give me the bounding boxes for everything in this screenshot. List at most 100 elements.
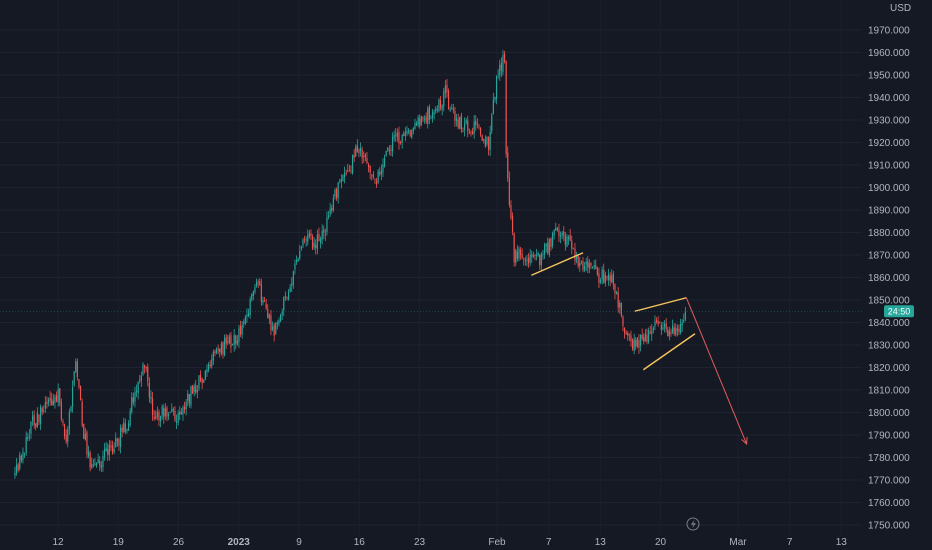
candle-body <box>406 130 408 134</box>
candle-body <box>457 119 459 128</box>
candle-body <box>92 465 94 467</box>
candle-body <box>449 108 451 111</box>
candle-body <box>579 262 581 267</box>
candle-body <box>436 109 438 110</box>
candle-body <box>211 359 213 367</box>
candle-body <box>513 233 515 263</box>
candle-body <box>279 314 282 322</box>
candle-body <box>15 464 18 474</box>
candle-body <box>443 91 445 107</box>
candle-body <box>207 364 210 371</box>
candle-body <box>275 323 277 334</box>
candle-body <box>182 407 184 415</box>
candle-body <box>359 147 362 152</box>
candle-body <box>395 134 397 136</box>
candle-body <box>156 412 158 418</box>
candle-body <box>118 439 120 446</box>
candle-body <box>209 364 211 366</box>
candle-body <box>572 248 574 250</box>
candle-body <box>188 393 190 404</box>
candle-body <box>479 128 482 135</box>
candle-body <box>196 390 198 393</box>
candle-body <box>582 261 584 270</box>
candle-body <box>438 99 440 111</box>
candle-body <box>164 408 166 416</box>
candle-body <box>558 229 560 237</box>
candle-body <box>585 261 587 265</box>
candle-body <box>462 130 464 132</box>
candle-body <box>636 338 638 347</box>
candle-body <box>39 406 42 425</box>
candle-body <box>30 422 32 434</box>
candle-body <box>475 121 477 126</box>
y-tick-label: 1860.000 <box>868 273 910 284</box>
candle-body <box>179 411 181 415</box>
candle-body <box>467 120 469 132</box>
candle-body <box>52 400 54 406</box>
candle-body <box>33 414 35 426</box>
candle-body <box>44 402 46 409</box>
candle-body <box>167 414 170 416</box>
candle-body <box>263 300 266 302</box>
candle-body <box>388 149 390 151</box>
candle-body <box>470 132 472 134</box>
candle-body <box>383 157 386 167</box>
candle-body <box>14 472 16 476</box>
candle-body <box>94 463 96 466</box>
candle-body <box>220 343 222 354</box>
y-tick-label: 1880.000 <box>868 228 910 239</box>
candle-body <box>540 253 542 266</box>
candle-body <box>566 236 568 247</box>
candle-body <box>225 337 227 344</box>
y-tick-label: 1900.000 <box>868 183 910 194</box>
candle-body <box>625 332 627 334</box>
candle-body <box>287 291 290 300</box>
candle-body <box>251 293 253 300</box>
drawings[interactable] <box>531 252 748 446</box>
candle-body <box>524 259 526 261</box>
candle-body <box>675 327 677 336</box>
y-tick-label: 1780.000 <box>868 453 910 464</box>
candle-body <box>446 84 448 93</box>
candle-body <box>111 445 114 454</box>
candle-body <box>35 423 37 428</box>
lightning-icon[interactable] <box>686 517 700 531</box>
candle-body <box>124 423 126 432</box>
y-tick-label: 1770.000 <box>868 476 910 487</box>
candle-body <box>412 128 414 131</box>
candle-body <box>537 252 539 256</box>
candle-body <box>95 462 98 466</box>
y-tick-label: 1840.000 <box>868 318 910 329</box>
candle-body <box>620 303 622 316</box>
candle-body <box>113 448 115 452</box>
candle-body <box>243 321 245 324</box>
candle-body <box>134 392 136 402</box>
candle-body <box>398 131 400 144</box>
candle-body <box>681 322 683 326</box>
candle-body <box>151 398 154 415</box>
x-axis[interactable]: 12 19 26 2023 9 16 23 Feb 7 13 20 Mar 7 13 <box>52 537 847 548</box>
candle-body <box>481 135 483 141</box>
candle-body <box>463 123 466 130</box>
candle-body <box>676 328 678 331</box>
candle-body <box>177 412 179 423</box>
candle-body <box>332 197 334 211</box>
candle-body <box>577 255 579 267</box>
candle-body <box>331 208 333 211</box>
candle-body <box>233 334 235 346</box>
candle-body <box>84 434 86 441</box>
candle-body <box>455 118 458 122</box>
candle-body <box>185 402 187 410</box>
candle-body <box>486 136 488 145</box>
candle-body <box>235 335 237 344</box>
candle-body <box>87 451 90 457</box>
candle-body <box>270 315 272 331</box>
candle-body <box>553 229 555 236</box>
candle-body <box>468 132 470 134</box>
candle-body <box>403 133 405 137</box>
candle-body <box>247 313 250 317</box>
y-axis[interactable]: USD 1750.000 1760.000 1770.000 1780.000 1790… <box>868 3 911 532</box>
candle-body <box>404 132 406 136</box>
